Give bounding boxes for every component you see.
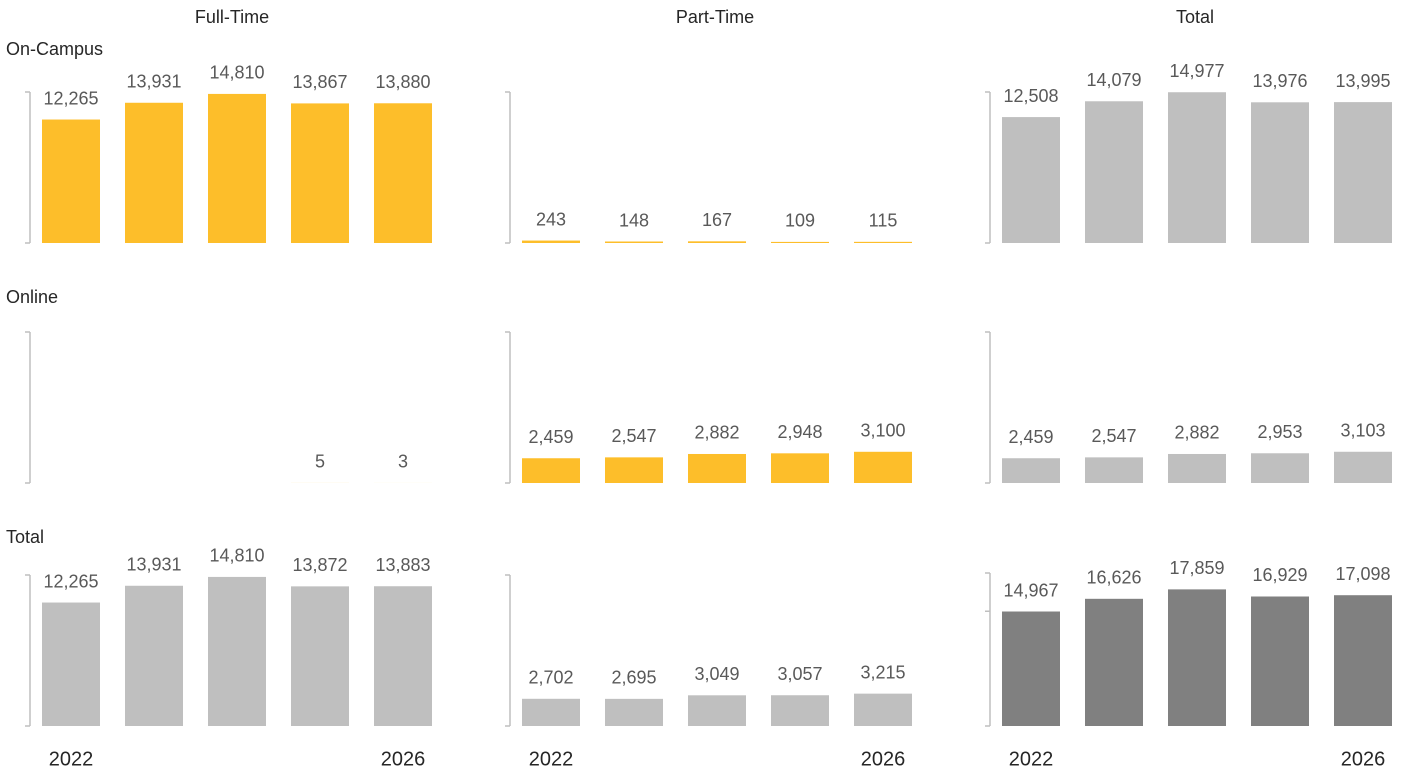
value-label: 13,976 [1252, 71, 1307, 91]
bar [1334, 595, 1392, 726]
bar [688, 453, 746, 483]
column-header: Part-Time [676, 7, 754, 27]
value-label: 13,995 [1335, 71, 1390, 91]
value-label: 3 [398, 452, 408, 472]
value-label: 2,695 [611, 668, 656, 688]
x-tick-label: 2026 [1341, 748, 1386, 770]
row-header: Online [6, 287, 58, 307]
value-label: 2,702 [528, 668, 573, 688]
value-label: 3,057 [777, 664, 822, 684]
bar [771, 241, 829, 243]
value-label: 2,459 [1008, 427, 1053, 447]
bar [605, 457, 663, 483]
bar [1334, 102, 1392, 243]
bar [374, 103, 432, 244]
bar [1085, 101, 1143, 244]
bar [522, 240, 580, 243]
value-label: 2,547 [611, 426, 656, 446]
value-label: 3,103 [1340, 421, 1385, 441]
bar [1168, 92, 1226, 243]
x-tick-label: 2022 [49, 748, 94, 770]
value-label: 2,882 [1174, 423, 1219, 443]
value-label: 14,079 [1086, 70, 1141, 90]
value-label: 14,810 [209, 63, 264, 83]
x-tick-label: 2026 [381, 748, 426, 770]
bar [208, 576, 266, 726]
bar [688, 241, 746, 243]
bar [854, 451, 912, 483]
x-tick-label: 2022 [1009, 748, 1054, 770]
value-label: 17,098 [1335, 564, 1390, 584]
value-label: 5 [315, 452, 325, 472]
value-label: 2,882 [694, 423, 739, 443]
value-label: 109 [785, 211, 815, 231]
bar [42, 119, 100, 243]
value-label: 3,215 [860, 662, 905, 682]
value-label: 13,872 [292, 555, 347, 575]
bar [1334, 451, 1392, 483]
row-header: Total [6, 527, 44, 547]
bar [1168, 453, 1226, 483]
value-label: 13,931 [126, 555, 181, 575]
value-label: 16,929 [1252, 565, 1307, 585]
bar [1085, 457, 1143, 483]
value-label: 2,459 [528, 427, 573, 447]
x-tick-label: 2026 [861, 748, 906, 770]
bar [854, 241, 912, 243]
value-label: 12,508 [1003, 86, 1058, 106]
value-label: 115 [869, 211, 898, 231]
bar [208, 93, 266, 244]
bar [1168, 589, 1226, 726]
bar [1251, 596, 1309, 726]
value-label: 13,880 [375, 72, 430, 92]
bar [125, 585, 183, 726]
value-label: 16,626 [1086, 568, 1141, 588]
bar [771, 453, 829, 483]
bar [42, 602, 100, 726]
value-label: 3,100 [860, 421, 905, 441]
value-label: 17,859 [1169, 558, 1224, 578]
bar [291, 586, 349, 726]
value-label: 14,810 [209, 546, 264, 566]
bar [1002, 611, 1060, 726]
row-header: On-Campus [6, 39, 103, 59]
value-label: 3,049 [694, 664, 739, 684]
bar [1251, 453, 1309, 483]
bar [374, 586, 432, 726]
column-header: Full-Time [195, 7, 269, 27]
value-label: 12,265 [43, 88, 98, 108]
bar [605, 241, 663, 243]
bar [291, 103, 349, 243]
bar [522, 698, 580, 726]
value-label: 167 [702, 210, 732, 230]
value-label: 14,967 [1003, 580, 1058, 600]
bar [854, 693, 912, 726]
bar [1085, 598, 1143, 726]
value-label: 12,265 [43, 571, 98, 591]
value-label: 13,883 [375, 555, 430, 575]
value-label: 2,547 [1091, 426, 1136, 446]
x-tick-label: 2022 [529, 748, 574, 770]
bar [1002, 117, 1060, 243]
value-label: 148 [619, 210, 649, 230]
bar [1002, 458, 1060, 483]
value-label: 13,931 [126, 72, 181, 92]
value-label: 14,977 [1169, 61, 1224, 81]
bar [1251, 102, 1309, 244]
bar [522, 458, 580, 483]
value-label: 13,867 [292, 72, 347, 92]
bar [605, 698, 663, 726]
column-header: Total [1176, 7, 1214, 27]
value-label: 243 [536, 209, 566, 229]
bar [771, 695, 829, 726]
bar [688, 695, 746, 726]
value-label: 2,953 [1257, 422, 1302, 442]
value-label: 2,948 [777, 422, 822, 442]
bar [125, 102, 183, 244]
